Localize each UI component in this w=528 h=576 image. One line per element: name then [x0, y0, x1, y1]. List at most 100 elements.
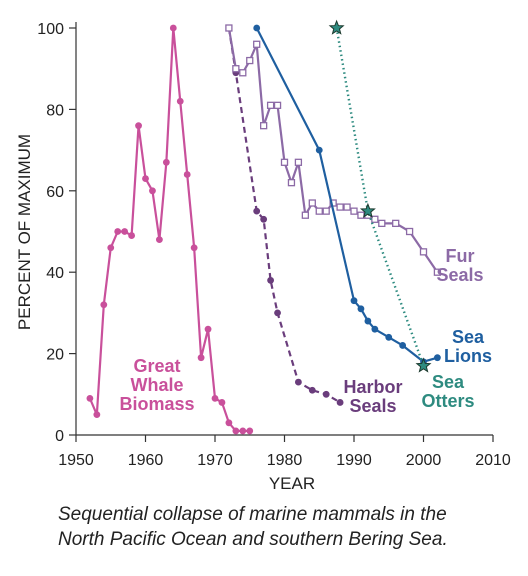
data-point-fur: [253, 40, 261, 48]
data-point-fur: [357, 211, 365, 219]
data-point-whale: [93, 411, 101, 419]
data-point-whale: [121, 228, 129, 235]
series-label-harbor: Harbor Seals: [343, 377, 402, 416]
y-axis-label: PERCENT OF MAXIMUM: [15, 134, 34, 330]
x-tick-label: 1980: [267, 452, 303, 469]
data-point-harbor: [253, 207, 261, 215]
data-point-otter: [415, 357, 432, 373]
x-tick-label: 1970: [197, 452, 233, 469]
data-point-sealion: [385, 333, 393, 341]
data-point-fur: [232, 65, 240, 73]
data-point-sealion: [253, 24, 261, 32]
y-tick-label: 80: [46, 102, 64, 119]
series-label-line: Great: [133, 356, 180, 376]
series-whale: [86, 24, 254, 435]
data-point-whale: [190, 244, 198, 252]
data-point-whale: [135, 122, 142, 130]
data-point-whale: [107, 244, 115, 252]
series-sealion: [253, 24, 441, 366]
data-point-whale: [149, 187, 156, 195]
data-point-fur: [343, 203, 351, 211]
data-point-sealion: [399, 342, 407, 349]
data-point-whale: [176, 97, 184, 105]
series-label-whale: Great Whale Biomass: [119, 356, 194, 414]
data-point-fur: [301, 211, 310, 219]
data-point-fur: [392, 219, 400, 228]
data-point-sealion: [315, 146, 323, 154]
data-point-fur: [273, 101, 282, 109]
data-point-harbor: [267, 276, 274, 284]
series-harbor: [225, 24, 344, 406]
series-label-otter: Sea Otters: [421, 372, 474, 411]
data-point-whale: [142, 175, 149, 182]
data-point-fur: [239, 69, 247, 77]
series-label-line: Biomass: [119, 394, 194, 414]
y-tick-label: 60: [46, 184, 64, 201]
data-point-whale: [183, 171, 191, 178]
series-label-line: Harbor: [343, 377, 402, 397]
data-point-fur: [246, 56, 254, 65]
data-point-whale: [114, 228, 122, 235]
x-tick-label: 2000: [406, 452, 442, 469]
series-fur: [225, 24, 442, 276]
series-label-line: Seals: [349, 396, 396, 416]
series-label-fur: Fur Seals: [436, 246, 483, 285]
series-label-line: Sea: [432, 372, 465, 392]
data-point-whale: [225, 419, 233, 427]
data-point-fur: [371, 215, 379, 223]
series-label-line: Fur: [446, 246, 475, 266]
series-label-line: Otters: [421, 391, 474, 411]
series-label-line: Sea: [452, 327, 485, 347]
data-point-fur: [315, 207, 323, 215]
data-point-fur: [378, 219, 386, 228]
x-tick-label: 1990: [336, 452, 372, 469]
data-point-fur: [287, 179, 296, 187]
data-point-harbor: [260, 215, 268, 223]
y-tick-label: 100: [37, 21, 64, 38]
data-point-whale: [218, 399, 226, 406]
data-point-whale: [162, 158, 170, 166]
data-point-fur: [280, 158, 289, 166]
series-label-line: Seals: [436, 265, 483, 285]
data-point-otter: [359, 202, 376, 218]
series-label-sealion: Sea Lions: [444, 327, 492, 366]
caption-line-1: Sequential collapse of marine mammals in…: [58, 504, 447, 525]
data-point-sealion: [350, 297, 358, 305]
data-point-whale: [100, 301, 108, 309]
data-point-harbor: [322, 390, 330, 398]
series-label-line: Whale: [130, 375, 183, 395]
data-point-whale: [211, 394, 219, 402]
data-point-sealion: [434, 354, 441, 362]
series-otter: [328, 19, 432, 373]
data-point-harbor: [336, 399, 344, 406]
series-label-line: Lions: [444, 346, 492, 366]
data-point-fur: [294, 158, 303, 166]
y-tick-label: 0: [55, 428, 64, 445]
axes: 1950 1960 1970 1980 1990 2000 2010 0 20 40 60 80 100: [37, 21, 511, 469]
data-point-sealion: [357, 305, 365, 313]
series-layer: [86, 19, 442, 435]
data-point-whale: [169, 24, 177, 32]
data-point-otter: [328, 19, 345, 35]
data-point-fur: [433, 268, 442, 276]
data-point-whale: [86, 394, 94, 402]
series-line-harbor: [227, 27, 341, 404]
series-line-otter: [335, 27, 425, 367]
data-point-fur: [419, 248, 428, 256]
data-point-fur: [225, 24, 233, 32]
data-point-fur: [350, 207, 358, 215]
data-point-harbor: [308, 386, 316, 394]
x-tick-label: 1960: [128, 452, 164, 469]
data-point-fur: [266, 101, 275, 109]
data-point-fur: [308, 199, 316, 207]
x-tick-label: 2010: [475, 452, 511, 469]
data-point-whale: [239, 427, 247, 435]
y-tick-label: 40: [46, 265, 64, 282]
series-line-sealion: [255, 27, 438, 363]
data-point-sealion: [364, 317, 372, 325]
data-point-harbor: [295, 378, 302, 386]
x-tick-label: 1950: [58, 452, 94, 469]
data-point-whale: [197, 354, 205, 362]
data-point-whale: [156, 236, 163, 244]
